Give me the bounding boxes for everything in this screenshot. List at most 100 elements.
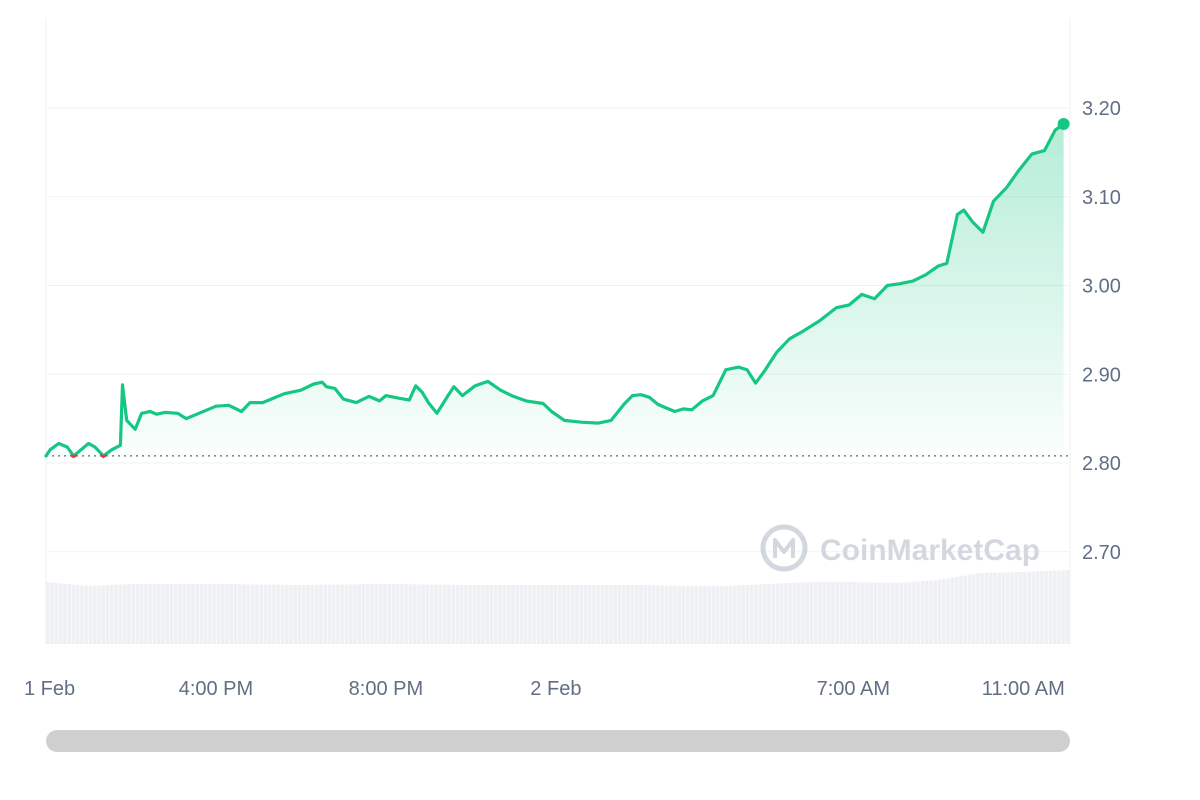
volume-bar <box>280 584 285 644</box>
volume-bar <box>596 585 601 644</box>
y-tick-label: 3.00 <box>1082 276 1121 298</box>
volume-bar <box>869 582 874 644</box>
volume-bar <box>779 583 784 644</box>
price-line-below-baseline <box>99 453 108 459</box>
volume-bar <box>250 584 255 644</box>
volume-bar <box>485 585 490 644</box>
volume-bar <box>664 585 669 644</box>
volume-bar <box>515 585 519 644</box>
volume-bar <box>152 584 157 644</box>
price-line <box>44 122 1066 458</box>
volume-bar <box>604 585 609 644</box>
volume-bar <box>208 584 212 644</box>
volume-bar <box>814 582 818 644</box>
volume-bar <box>575 585 579 644</box>
volume-bar <box>156 584 161 644</box>
volume-bar <box>97 585 101 644</box>
volume-bar <box>912 581 916 644</box>
volume-bar <box>988 572 993 644</box>
volume-bar <box>950 577 955 644</box>
coinmarketcap-watermark: CoinMarketCap <box>760 524 1040 572</box>
volume-bar <box>88 585 93 644</box>
volume-bar <box>131 584 135 644</box>
volume-bar <box>472 585 477 644</box>
volume-bar <box>865 582 869 644</box>
volume-bar <box>843 582 848 644</box>
volume-bar <box>963 575 967 644</box>
volume-bar <box>165 584 170 644</box>
volume-bar <box>741 585 746 644</box>
volume-bar <box>519 585 524 644</box>
volume-bar <box>220 584 225 644</box>
volume-bar <box>259 584 263 644</box>
volume-bar <box>225 584 229 644</box>
volume-bar <box>451 584 455 644</box>
volume-bar <box>366 584 370 644</box>
volume-bar <box>238 584 242 644</box>
volume-bar <box>319 584 323 644</box>
volume-bar <box>622 585 626 644</box>
volume-bar <box>848 582 852 644</box>
volume-bar <box>246 584 251 644</box>
volume-bar <box>84 585 89 644</box>
volume-bar <box>933 580 938 644</box>
time-range-scrollbar[interactable] <box>46 730 1070 752</box>
volume-bar <box>374 584 379 644</box>
volume-bar <box>267 584 272 644</box>
price-line-below-baseline <box>69 453 78 459</box>
volume-bar <box>587 585 592 644</box>
volume-bar <box>447 584 451 644</box>
volume-bar <box>639 585 643 644</box>
volume-bar <box>942 579 946 644</box>
volume-bar <box>886 582 891 644</box>
volume-bar <box>387 584 391 644</box>
volume-bar <box>105 585 110 644</box>
volume-bar <box>502 585 507 644</box>
volume-bar <box>101 585 106 644</box>
volume-bar <box>195 584 199 644</box>
volume-bar <box>707 586 711 644</box>
volume-bar <box>630 585 635 644</box>
volume-bar <box>434 584 438 644</box>
volume-bar <box>946 578 950 644</box>
volume-bar <box>199 584 204 644</box>
volume-bar <box>54 583 59 644</box>
volume-bar <box>711 586 716 644</box>
volume-bar <box>562 585 566 644</box>
volume-bar <box>481 585 485 644</box>
volume-bar <box>570 585 575 644</box>
volume-bar <box>67 584 71 644</box>
volume-bar <box>1023 571 1027 644</box>
volume-bar <box>468 584 473 644</box>
volume-bar <box>310 584 315 644</box>
volume-bar <box>643 585 647 644</box>
volume-bar <box>937 579 942 644</box>
volume-bar <box>174 584 178 644</box>
volume-bar <box>459 584 464 644</box>
price-area <box>46 124 1064 456</box>
volume-bar <box>873 582 878 644</box>
volume-bar <box>71 584 76 644</box>
volume-bar <box>75 585 80 644</box>
volume-bar <box>878 582 882 644</box>
volume-bar <box>498 585 502 644</box>
volume-bar <box>634 585 639 644</box>
volume-bar <box>967 574 972 644</box>
volume-bar <box>263 584 268 644</box>
volume-bar <box>890 582 895 644</box>
volume-bar <box>92 585 97 644</box>
volume-bar <box>361 584 366 644</box>
volume-bar <box>954 576 959 644</box>
volume-bar <box>792 582 797 644</box>
volume-bar <box>651 585 656 644</box>
volume-bar <box>929 580 933 644</box>
volume-bar <box>203 584 208 644</box>
volume-bar <box>805 582 810 644</box>
volume-bar <box>673 585 677 644</box>
volume-bar <box>306 584 310 644</box>
volume-bar <box>796 582 801 644</box>
volume-bar <box>856 582 861 644</box>
volume-bar <box>681 586 686 644</box>
volume-bar <box>984 572 989 644</box>
